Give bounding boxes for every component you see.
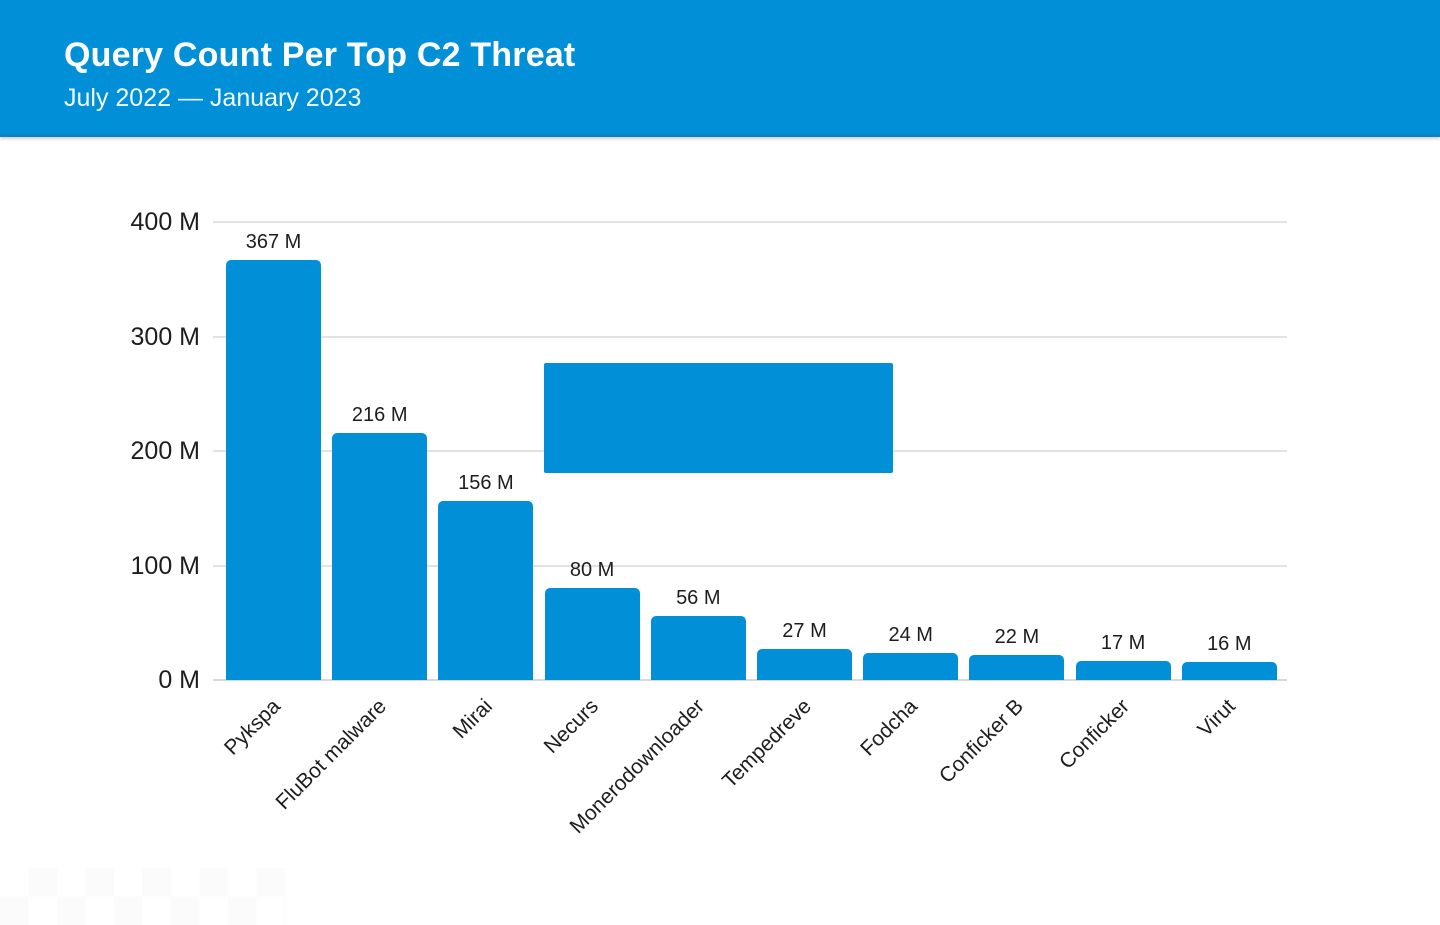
x-axis-category-label-tempedreve: Tempedreve bbox=[717, 694, 816, 793]
y-axis-tick-label-200m: 200 M bbox=[130, 437, 200, 465]
bar-value-label-pykspa: 367 M bbox=[245, 230, 302, 253]
x-axis-category-label-conficker-b: Conficker B bbox=[934, 694, 1028, 788]
gridline-0m bbox=[213, 679, 1287, 681]
x-axis-category-label-virut: Virut bbox=[1193, 694, 1241, 742]
page-title: Query Count Per Top C2 Threat bbox=[64, 36, 576, 74]
x-axis-category-label-monerodownloader: Monerodownloader bbox=[565, 694, 710, 839]
bar-value-label-flubot-malware: 216 M bbox=[351, 403, 408, 426]
bar-mirai bbox=[438, 501, 534, 680]
gridline-400m bbox=[213, 221, 1287, 223]
bar-tempedreve bbox=[757, 649, 852, 680]
y-axis-tick-label-400m: 400 M bbox=[130, 208, 200, 236]
y-axis-tick-label-0m: 0 M bbox=[158, 666, 200, 694]
bar-value-label-conficker-b: 22 M bbox=[994, 625, 1040, 648]
overlay-rectangle bbox=[544, 363, 893, 473]
x-axis-category-label-conficker: Conficker bbox=[1055, 694, 1135, 774]
watermark-checkerboard bbox=[0, 868, 286, 925]
bar-fodcha bbox=[863, 652, 959, 680]
bar-value-label-necurs: 80 M bbox=[569, 559, 615, 582]
bar-virut bbox=[1181, 661, 1277, 680]
bar-conficker bbox=[1075, 660, 1171, 680]
gridline-300m bbox=[213, 335, 1287, 338]
x-axis-category-label-fodcha: Fodcha bbox=[855, 694, 922, 761]
bar-value-label-conficker: 17 M bbox=[1100, 631, 1146, 654]
bar-value-label-tempedreve: 27 M bbox=[782, 620, 827, 643]
chart-header: Query Count Per Top C2 Threat July 2022 … bbox=[0, 0, 1440, 137]
page-subtitle: July 2022 — January 2023 bbox=[64, 84, 362, 112]
bar-value-label-monerodownloader: 56 M bbox=[676, 586, 721, 609]
bar-monerodownloader bbox=[650, 615, 746, 680]
x-axis-category-label-pykspa: Pykspa bbox=[219, 694, 285, 760]
bar-value-label-mirai: 156 M bbox=[458, 472, 514, 495]
bar-conficker-b bbox=[969, 654, 1065, 680]
gridline-100m bbox=[213, 564, 1287, 567]
bar-necurs bbox=[544, 588, 640, 680]
y-axis-tick-label-300m: 300 M bbox=[130, 322, 200, 351]
bar-value-label-fodcha: 24 M bbox=[888, 623, 933, 646]
y-axis-tick-label-100m: 100 M bbox=[130, 551, 200, 580]
bar-flubot-malware bbox=[332, 432, 428, 680]
bar-pykspa bbox=[226, 259, 321, 680]
x-axis-category-label-necurs: Necurs bbox=[539, 694, 604, 759]
bar-value-label-virut: 16 M bbox=[1207, 632, 1252, 655]
x-axis-category-label-flubot-malware: FluBot malware bbox=[271, 694, 391, 815]
x-axis-category-label-mirai: Mirai bbox=[448, 694, 497, 744]
